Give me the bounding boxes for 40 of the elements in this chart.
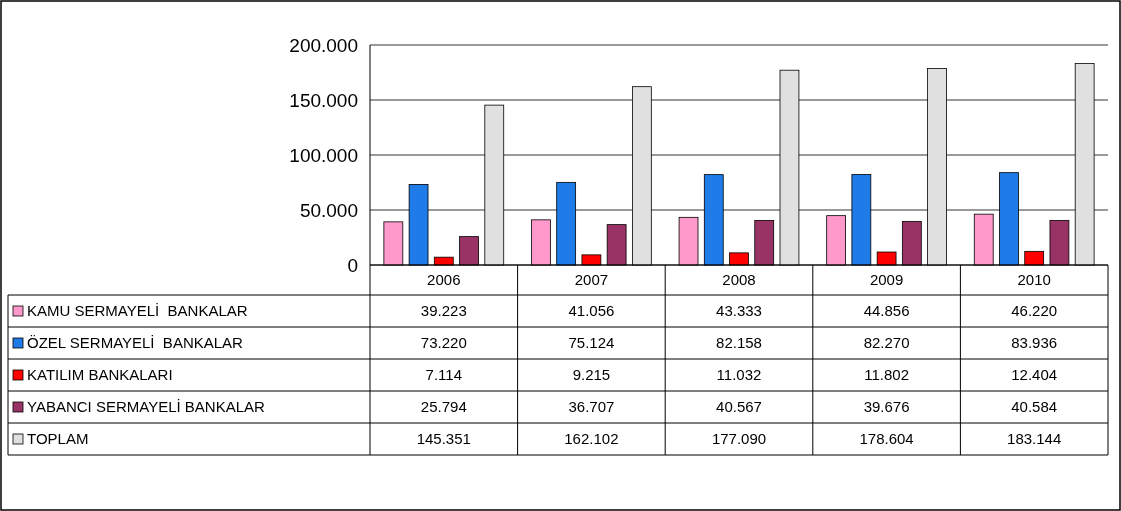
data-label: 46.220 xyxy=(1011,302,1058,320)
legend-label: KAMU SERMAYELİ BANKALAR xyxy=(27,302,248,320)
x-tick-label: 2008 xyxy=(722,271,756,289)
data-label: 73.220 xyxy=(420,334,467,352)
data-label: 177.090 xyxy=(711,430,767,448)
data-label: 41.056 xyxy=(568,302,615,320)
data-label: 39.676 xyxy=(863,398,910,416)
data-label: 11.802 xyxy=(864,366,909,384)
x-tick-label: 2007 xyxy=(574,271,609,289)
data-label: 75.124 xyxy=(568,334,615,352)
data-label: 82.270 xyxy=(863,334,910,352)
data-label: 40.567 xyxy=(716,398,762,416)
legend-label: TOPLAM xyxy=(27,430,89,448)
y-tick-label: 0 xyxy=(347,254,358,276)
data-label: 82.158 xyxy=(716,334,762,352)
y-tick-label: 50.000 xyxy=(299,199,358,221)
data-label: 11.032 xyxy=(716,366,762,384)
data-label: 183.144 xyxy=(1007,430,1062,448)
x-tick-label: 2010 xyxy=(1017,271,1051,289)
data-label: 44.856 xyxy=(863,302,910,320)
data-label: 39.223 xyxy=(420,302,467,320)
data-label: 162.102 xyxy=(564,430,619,448)
data-label: 12.404 xyxy=(1011,366,1058,384)
legend-label: ÖZEL SERMAYELİ BANKALAR xyxy=(27,334,244,352)
x-tick-label: 2006 xyxy=(427,271,461,289)
data-label: 36.707 xyxy=(568,398,615,416)
data-label: 40.584 xyxy=(1011,398,1058,416)
data-label: 43.333 xyxy=(716,302,762,320)
data-label: 7.114 xyxy=(425,366,463,384)
data-label: 145.351 xyxy=(416,430,471,448)
y-tick-label: 100.000 xyxy=(289,144,358,166)
data-label: 178.604 xyxy=(859,430,914,448)
y-tick-label: 150.000 xyxy=(289,89,358,111)
data-label: 9.215 xyxy=(572,366,611,384)
legend-label: YABANCI SERMAYELİ BANKALAR xyxy=(27,398,266,416)
data-label: 83.936 xyxy=(1011,334,1058,352)
data-label: 25.794 xyxy=(420,398,467,416)
y-tick-label: 200.000 xyxy=(289,34,358,56)
x-tick-label: 2009 xyxy=(869,271,904,289)
legend-label: KATILIM BANKALARI xyxy=(27,366,173,384)
